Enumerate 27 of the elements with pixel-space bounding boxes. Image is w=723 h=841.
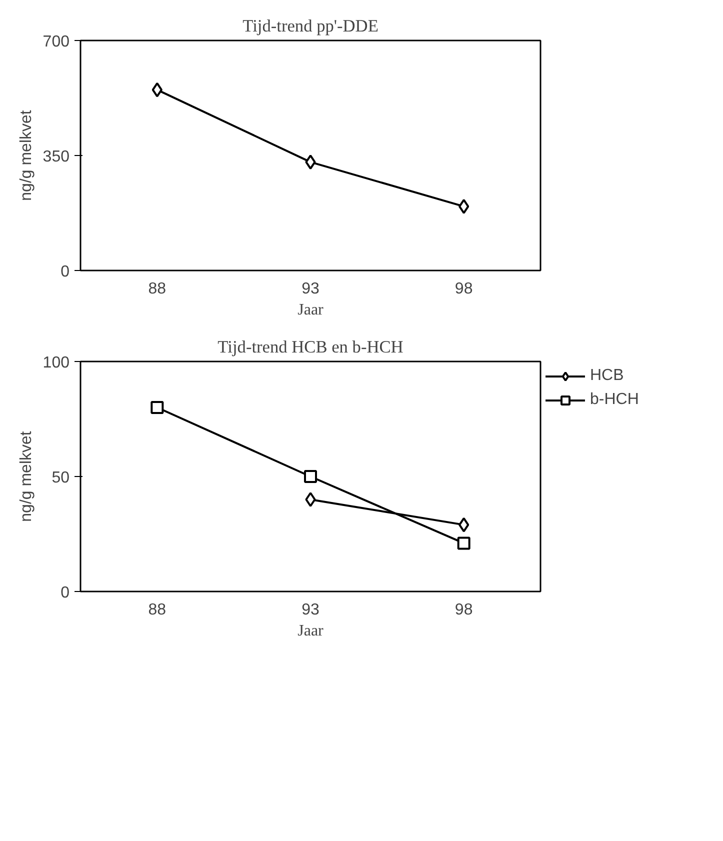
y-tick-label: 700 [42,34,70,50]
x-tick-label: 88 [148,280,166,298]
x-tick-label: 98 [454,602,473,618]
point [304,470,317,483]
y-tick-label: 350 [42,148,70,166]
legend-label: b-HCH [590,391,639,409]
x-tick-label: 98 [454,280,473,298]
point [457,536,470,550]
x-tick-label: 93 [302,602,320,618]
point [305,492,316,507]
y-tick-label: 100 [42,354,70,372]
x-axis-title: Jaar [298,622,324,640]
chart-title: Tijd-trend pp'-DDE [242,16,378,36]
point [458,198,470,214]
point [305,154,316,170]
y-tick-label: 50 [52,470,70,486]
legend-label: HCB [590,367,624,385]
x-axis-title: Jaar [298,302,324,318]
y-axis-title: ng/g melkvet [18,110,35,201]
x-tick-label: 88 [148,602,166,618]
y-axis-title: ng/g melkvet [18,430,35,522]
x-tick-label: 93 [302,280,320,298]
point [150,401,164,414]
y-tick-label: 0 [60,584,70,602]
point [152,82,162,98]
y-tick-label: 0 [60,264,70,280]
chart-title: Tijd-trend HCB en b-HCH [218,338,404,356]
